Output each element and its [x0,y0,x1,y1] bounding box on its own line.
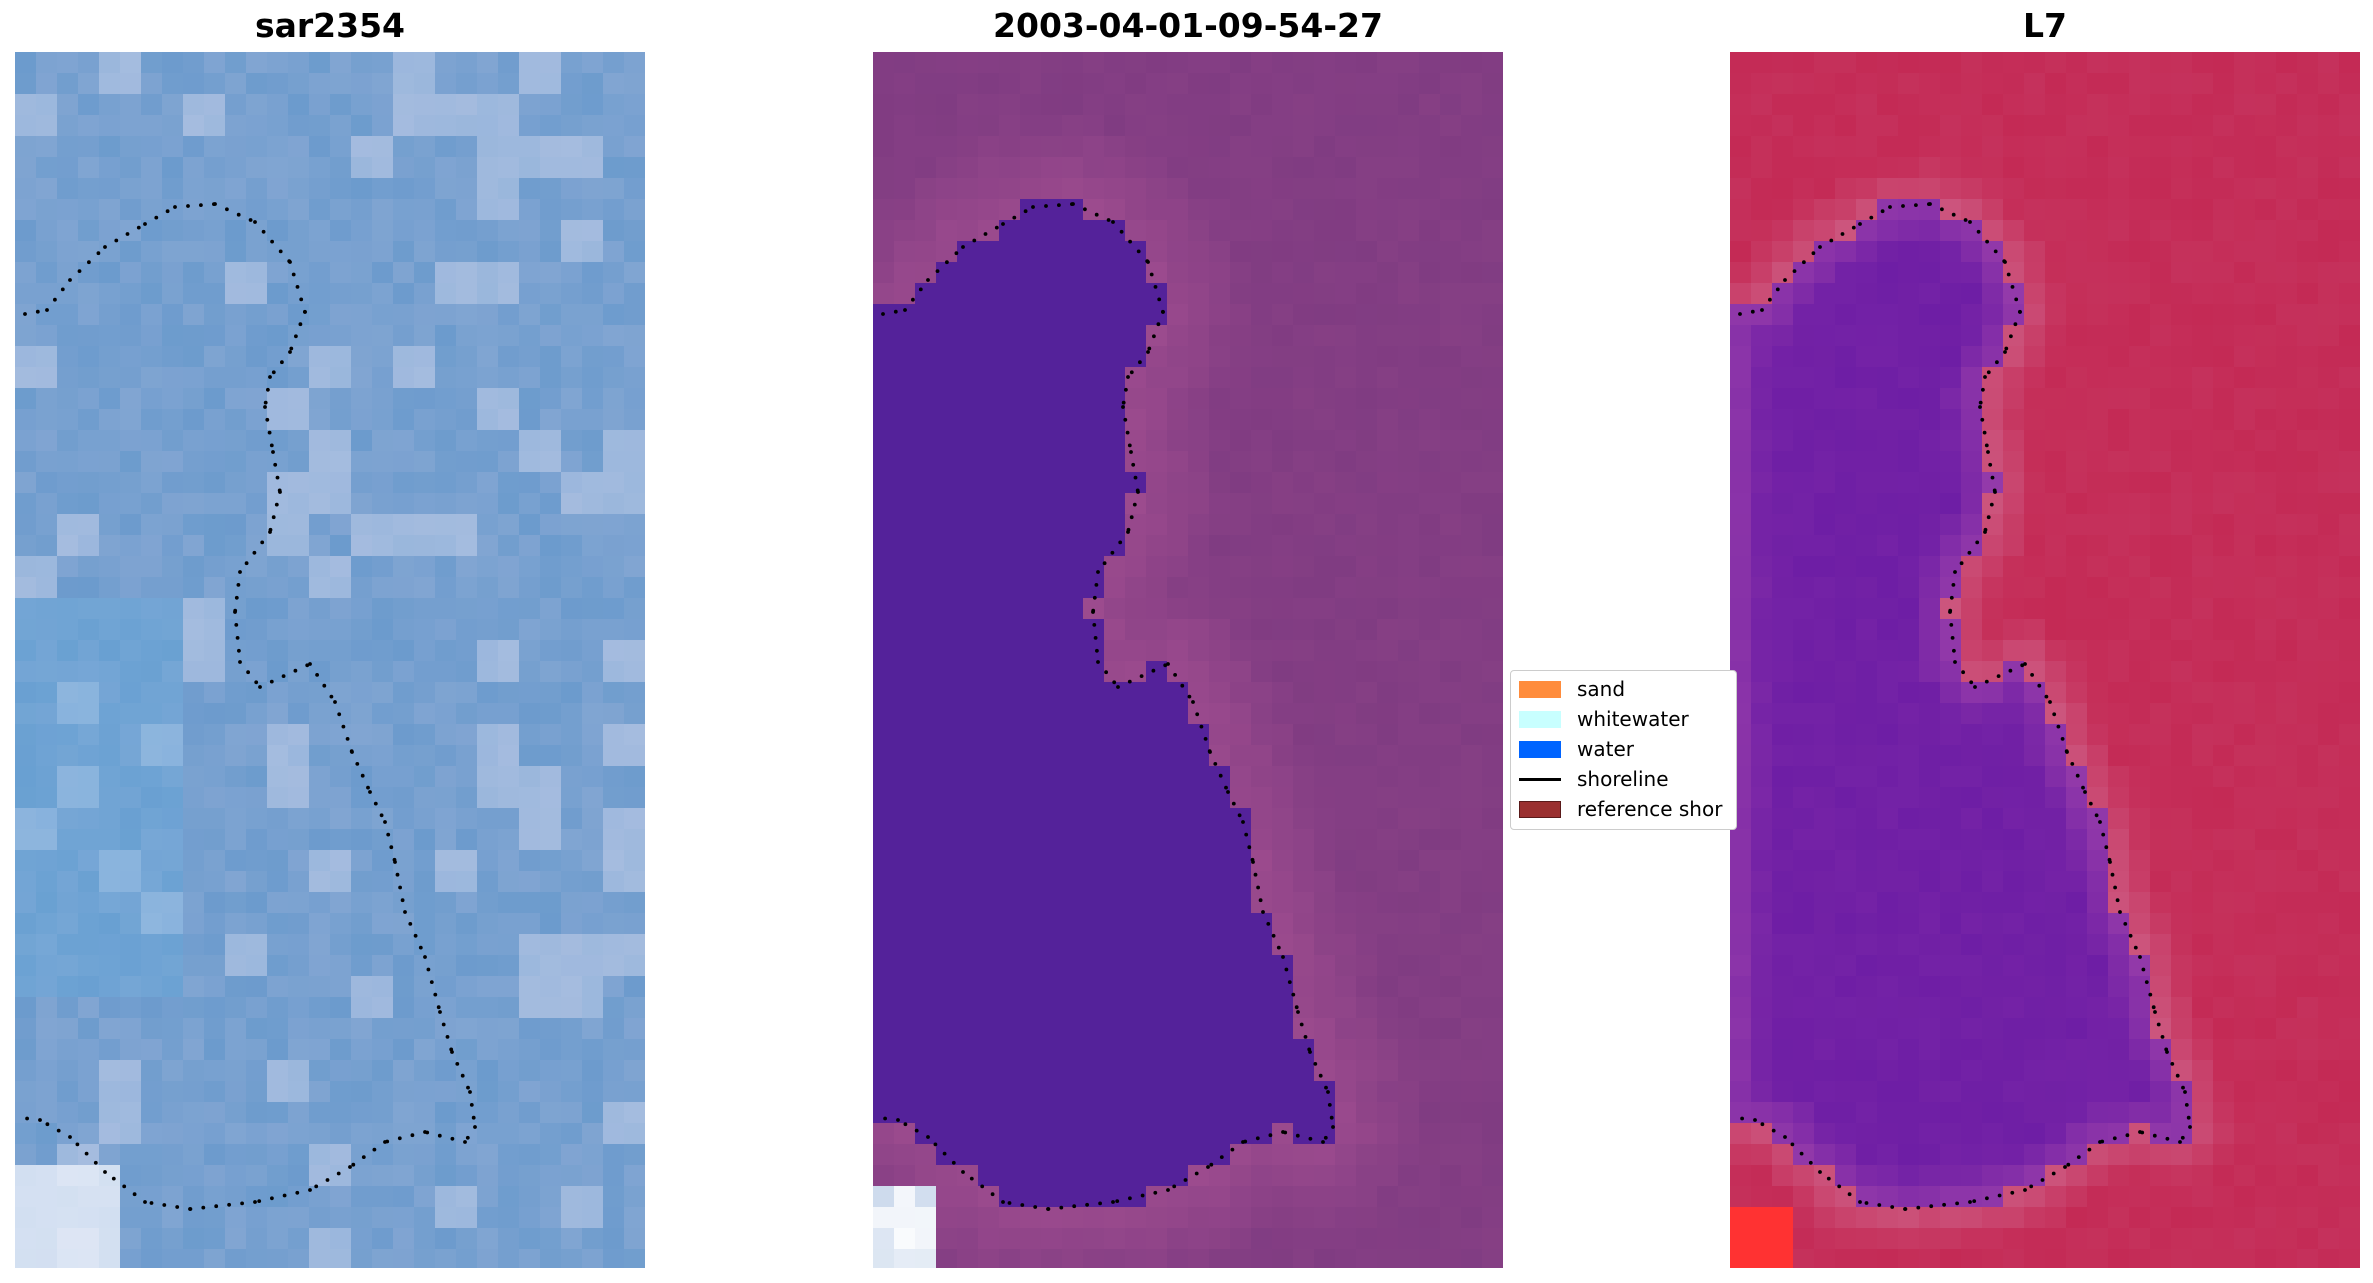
panel-title-mndwi: L7 [2023,6,2067,45]
whitewater-swatch [1519,710,1561,728]
legend: sand whitewater water shoreline referenc… [1510,670,1737,830]
legend-item-water: water [1519,737,1634,761]
legend-label-water: water [1577,737,1634,761]
legend-item-sand: sand [1519,677,1626,701]
mndwi-image-panel [1730,52,2360,1268]
sand-swatch [1519,680,1561,698]
legend-item-reference-shoreline: reference shor [1519,797,1723,821]
legend-item-whitewater: whitewater [1519,707,1689,731]
rgb-image-icon [15,52,645,1268]
classified-image-icon [873,52,1503,1268]
rgb-image-panel [15,52,645,1268]
legend-label-sand: sand [1577,677,1626,701]
shoreline-line-icon [1519,777,1561,781]
reference-shoreline-swatch [1519,800,1561,818]
classified-image-panel [873,52,1503,1268]
legend-item-shoreline: shoreline [1519,767,1669,791]
legend-label-whitewater: whitewater [1577,707,1689,731]
panel-title-rgb: sar2354 [254,6,406,45]
legend-label-shoreline: shoreline [1577,767,1669,791]
legend-label-reference-shoreline: reference shor [1577,797,1723,821]
water-swatch [1519,740,1561,758]
panel-title-classified: 2003-04-01-09-54-27 [993,6,1383,45]
mndwi-image-icon [1730,52,2360,1268]
